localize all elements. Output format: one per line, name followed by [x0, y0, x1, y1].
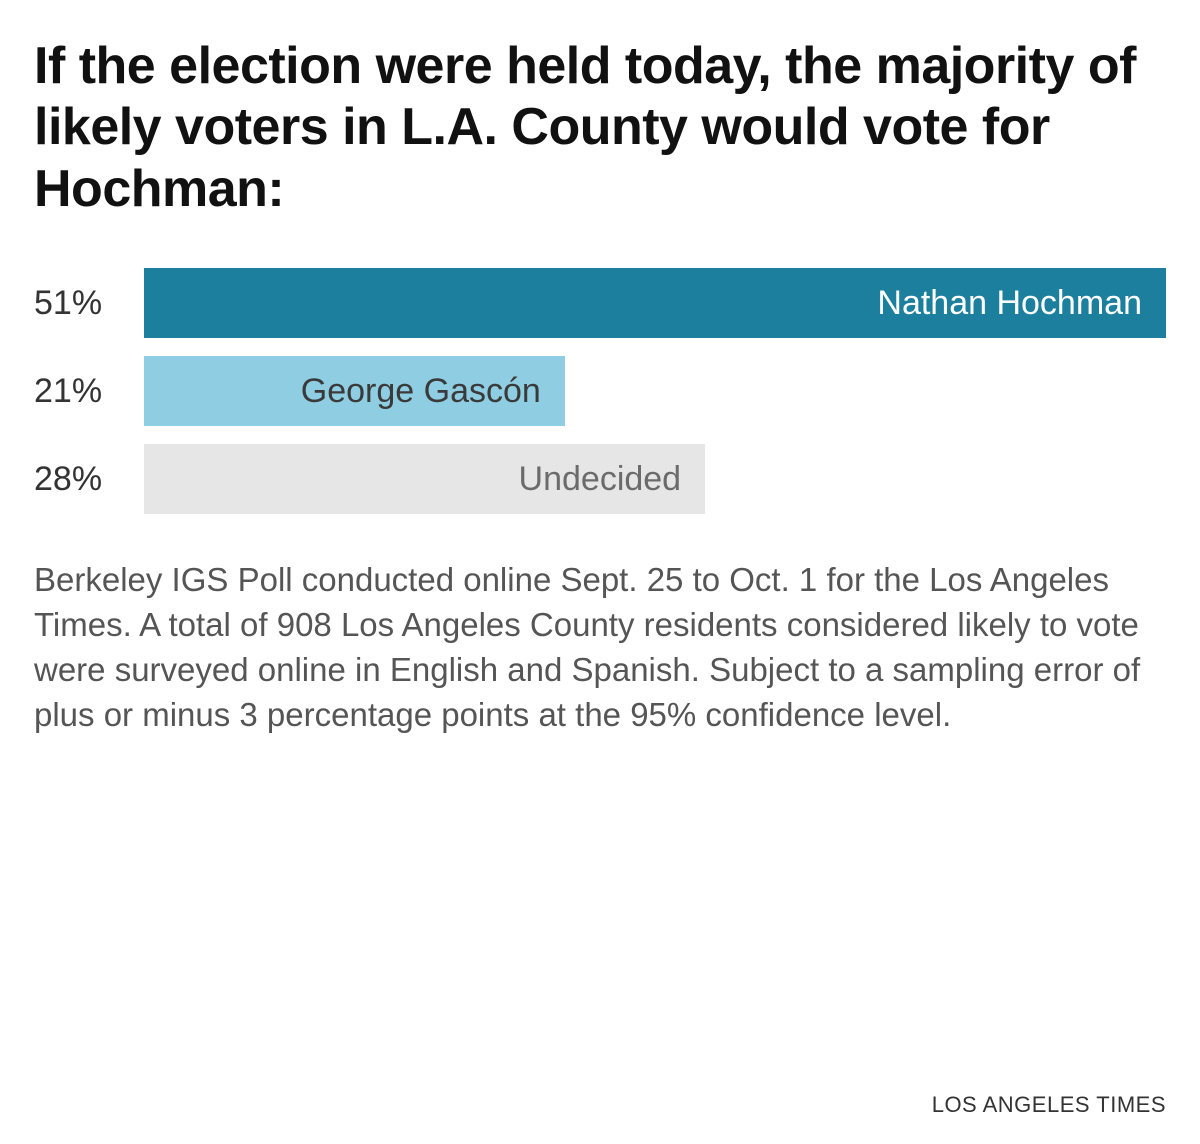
bar-row: 21% George Gascón — [34, 356, 1166, 426]
bar-row: 51% Nathan Hochman — [34, 268, 1166, 338]
bar-pct-label: 28% — [34, 460, 144, 499]
bar-hochman: Nathan Hochman — [144, 268, 1166, 338]
bar-track: Nathan Hochman — [144, 268, 1166, 338]
bar-chart: 51% Nathan Hochman 21% George Gascón 28%… — [34, 268, 1166, 514]
bar-label: Nathan Hochman — [877, 284, 1142, 323]
bar-gascon: George Gascón — [144, 356, 565, 426]
source-credit: LOS ANGELES TIMES — [932, 1092, 1166, 1118]
bar-undecided: Undecided — [144, 444, 705, 514]
chart-title: If the election were held today, the maj… — [34, 36, 1166, 220]
bar-track: Undecided — [144, 444, 1166, 514]
bar-track: George Gascón — [144, 356, 1166, 426]
bar-label: Undecided — [519, 460, 682, 499]
bar-pct-label: 21% — [34, 372, 144, 411]
bar-label: George Gascón — [301, 372, 541, 411]
bar-row: 28% Undecided — [34, 444, 1166, 514]
bar-pct-label: 51% — [34, 284, 144, 323]
chart-footnote: Berkeley IGS Poll conducted online Sept.… — [34, 558, 1166, 738]
